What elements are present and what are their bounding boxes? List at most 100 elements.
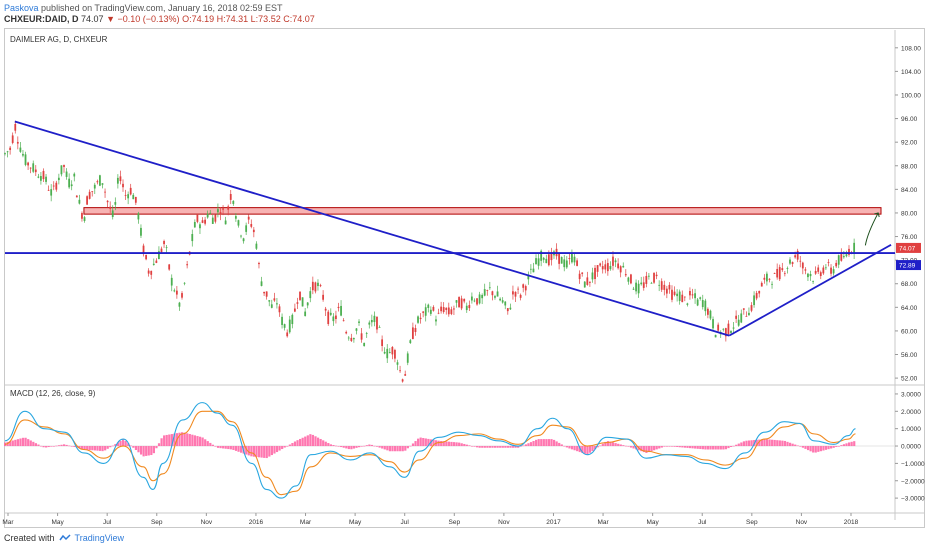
macd-histogram-bar xyxy=(383,446,386,450)
macd-histogram-bar xyxy=(119,440,122,447)
candle-body xyxy=(476,298,478,305)
candle-body xyxy=(478,294,481,304)
candle-body xyxy=(707,308,709,315)
macd-histogram-bar xyxy=(432,439,435,447)
macd-histogram-bar xyxy=(742,441,746,447)
macd-histogram-bar xyxy=(550,439,553,447)
macd-histogram-bar xyxy=(337,446,340,447)
macd-histogram-bar xyxy=(419,437,422,447)
macd-tick-label: −1.0000 xyxy=(901,461,925,468)
time-tick-label: Nov xyxy=(498,519,510,526)
candle-body xyxy=(483,289,486,296)
candle-body xyxy=(419,317,422,320)
candle-body xyxy=(101,183,104,185)
candle-body xyxy=(352,338,355,340)
macd-histogram-bar xyxy=(596,446,599,448)
candle-body xyxy=(609,265,612,270)
candle-body xyxy=(99,175,101,186)
tradingview-link[interactable]: TradingView xyxy=(74,533,125,543)
candle-body xyxy=(771,283,773,285)
macd-histogram-bar xyxy=(476,446,479,448)
time-tick-label: 2018 xyxy=(844,519,859,526)
macd-histogram-bar xyxy=(750,440,753,447)
candle-body xyxy=(37,176,40,178)
macd-histogram-bar xyxy=(563,445,566,447)
macd-histogram-bar xyxy=(650,446,653,452)
candle-body xyxy=(24,154,27,165)
candle-body xyxy=(224,220,227,225)
macd-histogram-bar xyxy=(211,444,214,447)
candle-body xyxy=(170,277,173,286)
macd-histogram-bar xyxy=(511,446,515,448)
macd-histogram-bar xyxy=(173,433,176,447)
candle-body xyxy=(845,254,848,257)
price-tick-label: 92.00 xyxy=(901,140,918,147)
macd-histogram-bar xyxy=(417,438,420,447)
macd-histogram-bar xyxy=(660,446,663,448)
candle-body xyxy=(250,224,253,227)
candle-body xyxy=(281,316,283,325)
candle-body xyxy=(376,316,378,330)
macd-histogram-bar xyxy=(147,446,150,456)
author-link[interactable]: Paskova xyxy=(4,3,39,13)
macd-histogram-bar xyxy=(93,446,96,451)
macd-histogram-bar xyxy=(273,446,276,454)
candle-body xyxy=(360,333,363,340)
macd-histogram-bar xyxy=(388,446,391,452)
candle-body xyxy=(150,270,153,275)
candle-body xyxy=(450,309,453,315)
candle-body xyxy=(227,206,230,210)
macd-histogram-bar xyxy=(98,446,102,451)
candle-body xyxy=(499,298,502,301)
candle-body xyxy=(4,153,6,155)
macd-histogram-bar xyxy=(314,436,317,447)
macd-histogram-bar xyxy=(399,446,402,452)
candle-body xyxy=(627,277,630,282)
macd-histogram-bar xyxy=(632,446,635,449)
candle-body xyxy=(406,353,409,363)
candle-body xyxy=(804,269,807,271)
macd-histogram-bar xyxy=(427,438,430,447)
macd-histogram-bar xyxy=(768,439,771,447)
macd-histogram-bar xyxy=(458,442,461,447)
candle-body xyxy=(632,288,635,290)
candle-body xyxy=(409,340,412,344)
macd-histogram-bar xyxy=(645,446,648,453)
candle-body xyxy=(19,147,22,152)
macd-histogram-bar xyxy=(329,444,332,447)
macd-histogram-bar xyxy=(283,446,286,448)
macd-histogram-bar xyxy=(352,446,356,449)
macd-histogram-bar xyxy=(776,440,779,447)
macd-histogram-bar xyxy=(193,435,197,447)
macd-histogram-bar xyxy=(291,443,294,447)
candle-body xyxy=(791,262,794,264)
macd-histogram-bar xyxy=(622,445,625,447)
macd-histogram-bar xyxy=(540,439,543,447)
candle-body xyxy=(709,310,712,319)
macd-histogram-bar xyxy=(840,445,843,447)
macd-histogram-bar xyxy=(771,439,774,447)
candle-body xyxy=(612,256,614,266)
candle-body xyxy=(414,328,417,332)
macd-histogram-bar xyxy=(824,446,828,450)
candle-body xyxy=(755,292,758,299)
macd-tick-label: −3.0000 xyxy=(901,496,925,503)
footer: Created with TradingView xyxy=(4,533,124,543)
macd-histogram-bar xyxy=(83,446,86,450)
created-with-label: Created with xyxy=(4,533,55,543)
candle-body xyxy=(617,263,620,269)
macd-tick-label: 3.0000 xyxy=(901,391,921,398)
candle-body xyxy=(686,303,689,305)
macd-histogram-bar xyxy=(509,446,512,448)
macd-histogram-bar xyxy=(91,446,94,451)
candle-body xyxy=(373,315,376,323)
candle-body xyxy=(501,300,504,303)
candle-body xyxy=(11,135,14,143)
candle-body xyxy=(835,262,838,267)
macd-histogram-bar xyxy=(573,446,576,451)
candle-body xyxy=(145,255,147,260)
macd-histogram-bar xyxy=(699,446,702,450)
macd-histogram-bar xyxy=(414,441,417,447)
macd-histogram-bar xyxy=(773,439,776,447)
